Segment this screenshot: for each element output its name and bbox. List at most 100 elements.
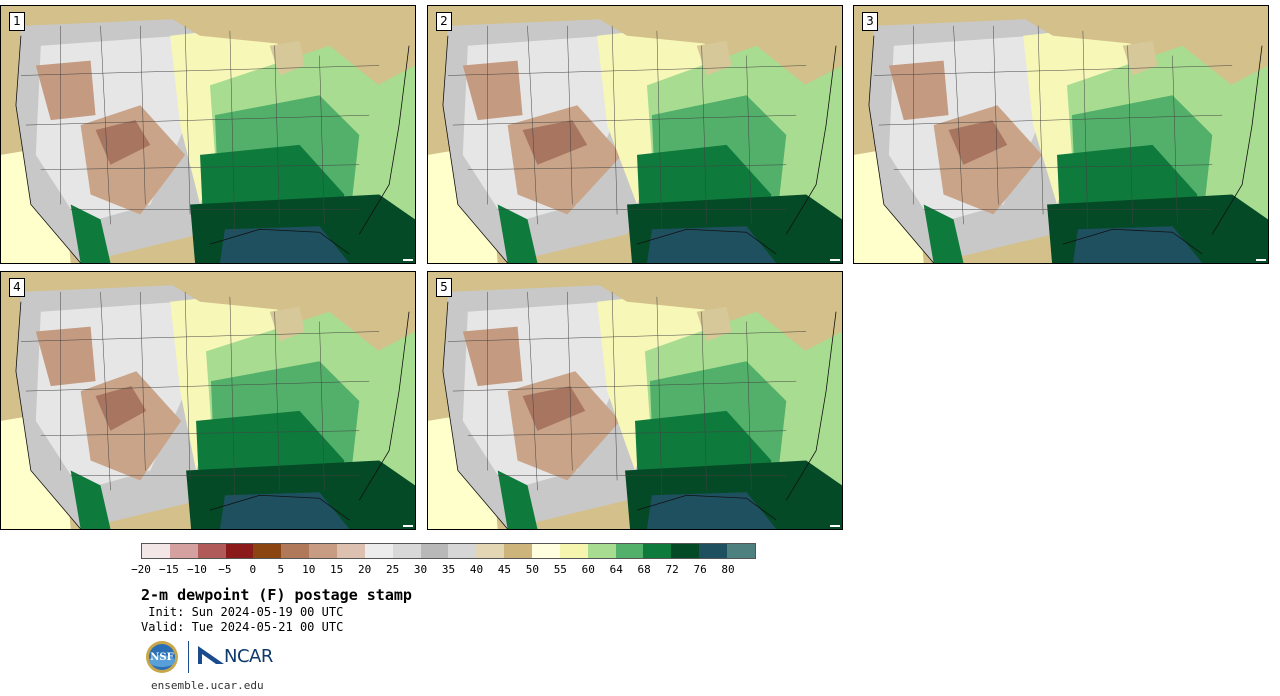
colorbar-tick-label: −5	[218, 563, 232, 576]
figure-title: 2-m dewpoint (F) postage stamp	[141, 586, 412, 604]
member-number-label: 1	[9, 12, 25, 31]
coastline	[15, 301, 410, 529]
state-boundary	[20, 65, 380, 76]
state-boundary	[274, 45, 280, 225]
colorbar-tick-label: −20	[131, 563, 151, 576]
state-boundary	[229, 296, 236, 501]
colorbar-tick-label: −10	[186, 563, 207, 576]
colorbar-swatch	[504, 544, 533, 558]
dewpoint-region	[646, 226, 777, 263]
state-boundary	[25, 114, 370, 126]
dewpoint-region	[219, 226, 350, 263]
colorbar	[141, 543, 756, 559]
colorbar-tick-label: −15	[159, 563, 179, 576]
colorbar-swatch	[587, 544, 616, 558]
state-boundary	[1127, 45, 1133, 225]
panel-corner-mark	[403, 525, 413, 527]
dewpoint-region	[70, 470, 111, 529]
state-boundary	[319, 321, 325, 491]
state-boundary	[701, 45, 707, 225]
state-boundary	[25, 380, 370, 392]
colorbar-tick-label: 15	[330, 563, 344, 576]
state-boundary	[447, 65, 807, 76]
colorbar-tick-label: 5	[277, 563, 285, 576]
state-boundary	[953, 25, 964, 225]
colorbar-swatch	[643, 544, 672, 558]
dewpoint-region	[462, 60, 523, 121]
colorbar-swatch	[309, 544, 338, 558]
state-boundary	[184, 291, 191, 481]
ensemble-member-1-map: 1	[0, 5, 416, 264]
dewpoint-region	[219, 492, 350, 529]
dewpoint-region	[35, 60, 96, 121]
colorbar-tick-label: 72	[665, 563, 679, 576]
state-boundary	[893, 164, 1213, 170]
colorbar-tick-label: 0	[249, 563, 257, 576]
ensemble-member-2-map: 2	[427, 5, 843, 264]
state-boundary	[20, 331, 380, 342]
state-boundary	[447, 331, 807, 342]
colorbar-tick-label: 60	[581, 563, 595, 576]
dewpoint-region	[522, 120, 588, 165]
dewpoint-map	[854, 6, 1268, 263]
colorbar-swatch	[727, 544, 755, 558]
dewpoint-region	[150, 272, 415, 312]
state-boundary	[1172, 55, 1178, 225]
state-boundary	[567, 291, 573, 471]
state-boundary	[229, 30, 236, 235]
state-boundary	[140, 25, 146, 205]
ensemble-member-5-map: 5	[427, 271, 843, 530]
state-boundary	[746, 55, 752, 225]
coastline	[442, 301, 837, 529]
dewpoint-region	[948, 120, 1008, 165]
ncar-logo-icon	[198, 646, 224, 664]
dewpoint-region	[70, 204, 111, 263]
state-boundary	[274, 311, 280, 491]
colorbar-swatch	[364, 544, 393, 558]
state-boundary	[527, 291, 538, 491]
dewpoint-region	[577, 272, 842, 312]
state-boundary	[1082, 30, 1089, 235]
dewpoint-region	[696, 306, 732, 342]
state-boundary	[452, 114, 797, 126]
state-boundary	[527, 25, 538, 225]
colorbar-swatch	[615, 544, 644, 558]
dewpoint-region	[95, 120, 151, 165]
member-number-label: 3	[862, 12, 878, 31]
colorbar-swatch	[671, 544, 700, 558]
state-boundary	[1037, 25, 1044, 215]
state-boundary	[611, 25, 618, 215]
state-boundary	[100, 291, 111, 491]
state-boundary	[656, 30, 663, 235]
state-boundary	[701, 311, 707, 491]
colorbar-swatch	[420, 544, 449, 558]
colorbar-swatch	[225, 544, 254, 558]
dewpoint-region	[888, 60, 949, 121]
dewpoint-region	[577, 6, 842, 46]
dewpoint-map	[428, 272, 842, 529]
state-boundary	[467, 430, 787, 436]
dewpoint-region	[95, 386, 147, 431]
colorbar-tick-label: 40	[469, 563, 484, 576]
member-number-label: 4	[9, 278, 25, 297]
dewpoint-region	[269, 306, 305, 342]
dewpoint-region	[1122, 40, 1158, 76]
colorbar-swatch	[281, 544, 310, 558]
colorbar-tick-label: 25	[385, 563, 400, 576]
state-boundary	[140, 291, 146, 471]
colorbar-tick-label: 30	[413, 563, 428, 576]
logo-divider	[188, 641, 189, 673]
colorbar-tick-label: 45	[497, 563, 512, 576]
state-boundary	[452, 380, 797, 392]
dewpoint-map	[428, 6, 842, 263]
dewpoint-map	[1, 272, 415, 529]
state-boundary	[100, 25, 111, 225]
panel-corner-mark	[1256, 259, 1266, 261]
colorbar-tick-label: 68	[637, 563, 651, 576]
nsf-logo-icon: NSF	[146, 641, 178, 673]
colorbar-tick-labels: −20 −15 −10 −5 0 5 10 15 20 25 30 35 40 45 50 55 60 64 68 7…	[131, 563, 756, 577]
site-url: ensemble.ucar.edu	[151, 679, 264, 692]
state-boundary	[40, 164, 360, 170]
dewpoint-region	[269, 40, 305, 76]
ensemble-member-3-map: 3	[853, 5, 1269, 264]
